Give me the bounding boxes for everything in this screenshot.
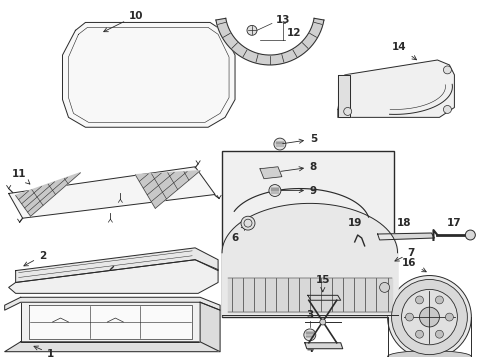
Polygon shape — [135, 171, 200, 208]
Text: 9: 9 — [277, 185, 316, 195]
Polygon shape — [5, 342, 220, 352]
Text: 18: 18 — [396, 218, 411, 228]
Text: 8: 8 — [273, 162, 316, 172]
Polygon shape — [9, 167, 215, 218]
Text: 19: 19 — [347, 218, 361, 228]
Text: 14: 14 — [391, 42, 416, 60]
Polygon shape — [200, 302, 220, 352]
Circle shape — [246, 26, 256, 35]
Ellipse shape — [387, 351, 470, 360]
Circle shape — [319, 319, 325, 325]
Polygon shape — [227, 278, 391, 312]
Circle shape — [391, 279, 467, 355]
Circle shape — [303, 329, 315, 341]
Text: 3: 3 — [305, 310, 313, 320]
Polygon shape — [216, 18, 323, 65]
Circle shape — [343, 108, 351, 116]
Circle shape — [273, 138, 285, 150]
Circle shape — [379, 283, 389, 292]
Text: 11: 11 — [11, 169, 30, 184]
Circle shape — [387, 275, 470, 359]
Circle shape — [435, 330, 443, 338]
Polygon shape — [20, 302, 200, 342]
Polygon shape — [5, 297, 220, 310]
Circle shape — [268, 185, 280, 197]
Polygon shape — [16, 173, 81, 216]
Circle shape — [443, 105, 450, 113]
Circle shape — [435, 296, 443, 304]
Text: 13: 13 — [275, 15, 290, 26]
Circle shape — [415, 330, 423, 338]
Text: 10: 10 — [103, 10, 143, 32]
Circle shape — [401, 289, 456, 345]
Text: 5: 5 — [282, 134, 316, 144]
Polygon shape — [307, 295, 340, 300]
Text: 15: 15 — [315, 275, 329, 292]
Circle shape — [443, 66, 450, 74]
Text: 1: 1 — [34, 346, 54, 359]
Polygon shape — [337, 60, 453, 117]
Polygon shape — [29, 305, 192, 339]
Text: 4: 4 — [305, 344, 313, 354]
Polygon shape — [304, 343, 342, 349]
Text: 2: 2 — [24, 251, 46, 266]
Circle shape — [445, 313, 452, 321]
Polygon shape — [9, 260, 218, 293]
Polygon shape — [62, 22, 235, 127]
Circle shape — [415, 296, 423, 304]
Bar — [222, 151, 393, 317]
Circle shape — [419, 307, 439, 327]
Polygon shape — [377, 233, 433, 240]
Text: 6: 6 — [231, 226, 245, 243]
Text: 17: 17 — [446, 218, 461, 228]
Text: 12: 12 — [286, 28, 301, 38]
Polygon shape — [260, 167, 281, 179]
Text: 7: 7 — [394, 248, 414, 261]
Circle shape — [465, 230, 474, 240]
Text: 16: 16 — [402, 258, 426, 272]
Polygon shape — [337, 75, 349, 117]
Polygon shape — [16, 248, 218, 283]
Circle shape — [405, 313, 413, 321]
Circle shape — [241, 216, 254, 230]
